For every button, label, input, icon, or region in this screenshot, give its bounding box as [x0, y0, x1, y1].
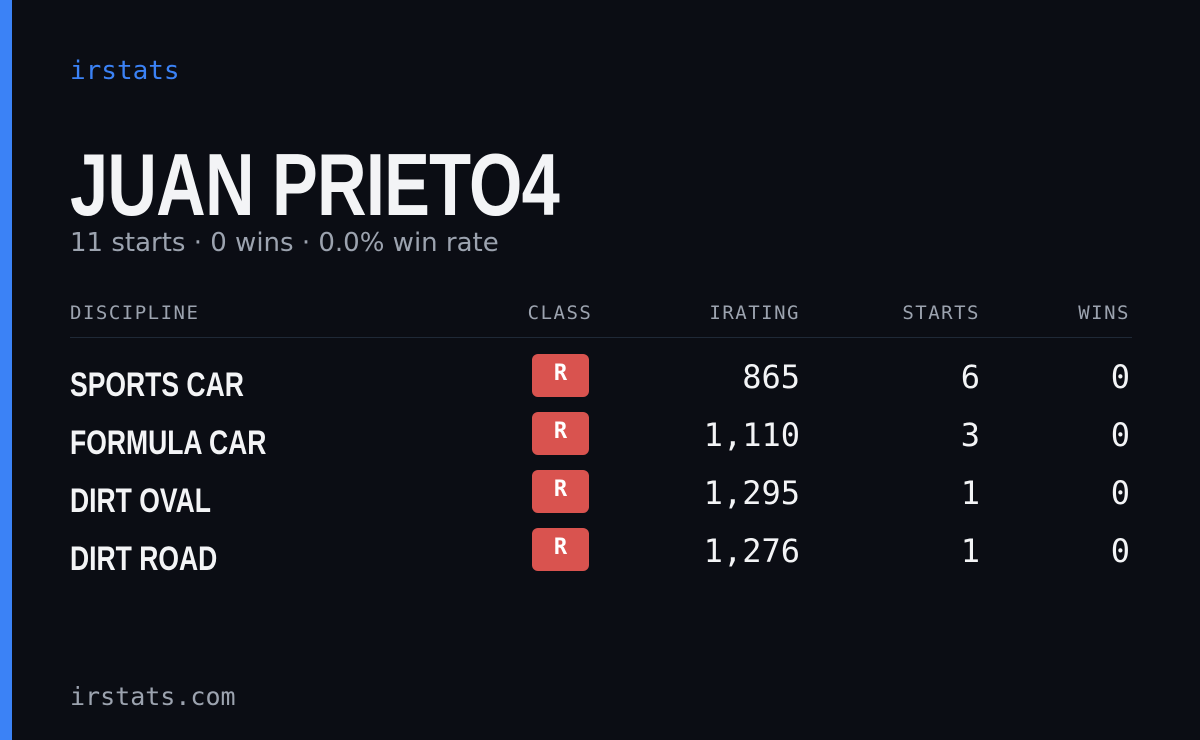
discipline: DIRT ROAD: [70, 540, 218, 578]
player-name: JUAN PRIETO4: [70, 135, 560, 234]
brand: irstats: [70, 56, 180, 86]
stat-value: 1: [960, 532, 980, 570]
column-header: CLASS: [527, 302, 593, 324]
stat-value: 0: [1110, 532, 1130, 570]
accent-bar: [0, 0, 12, 740]
stat-value: 865: [742, 358, 800, 396]
column-header: IRATING: [709, 302, 800, 324]
footer: irstats.com: [70, 682, 236, 711]
discipline: FORMULA CAR: [70, 424, 267, 462]
stat-value: 0: [1110, 474, 1130, 512]
class-badge: R: [532, 470, 589, 513]
column-header: DISCIPLINE: [70, 302, 200, 324]
summary: 11 starts · 0 wins · 0.0% win rate: [70, 228, 499, 258]
stat-value: 1: [960, 474, 980, 512]
header-rule: [70, 337, 1132, 338]
stat-value: 0: [1110, 358, 1130, 396]
stat-value: 3: [960, 416, 980, 454]
stat-value: 1,110: [703, 416, 800, 454]
stat-value: 0: [1110, 416, 1130, 454]
stat-value: 1,295: [703, 474, 800, 512]
class-badge: R: [532, 528, 589, 571]
discipline: SPORTS CAR: [70, 366, 244, 404]
class-badge: R: [532, 354, 589, 397]
stat-value: 1,276: [703, 532, 800, 570]
class-badge: R: [532, 412, 589, 455]
column-header: WINS: [1078, 302, 1130, 324]
stat-value: 6: [960, 358, 980, 396]
column-header: STARTS: [902, 302, 980, 324]
discipline: DIRT OVAL: [70, 482, 211, 520]
